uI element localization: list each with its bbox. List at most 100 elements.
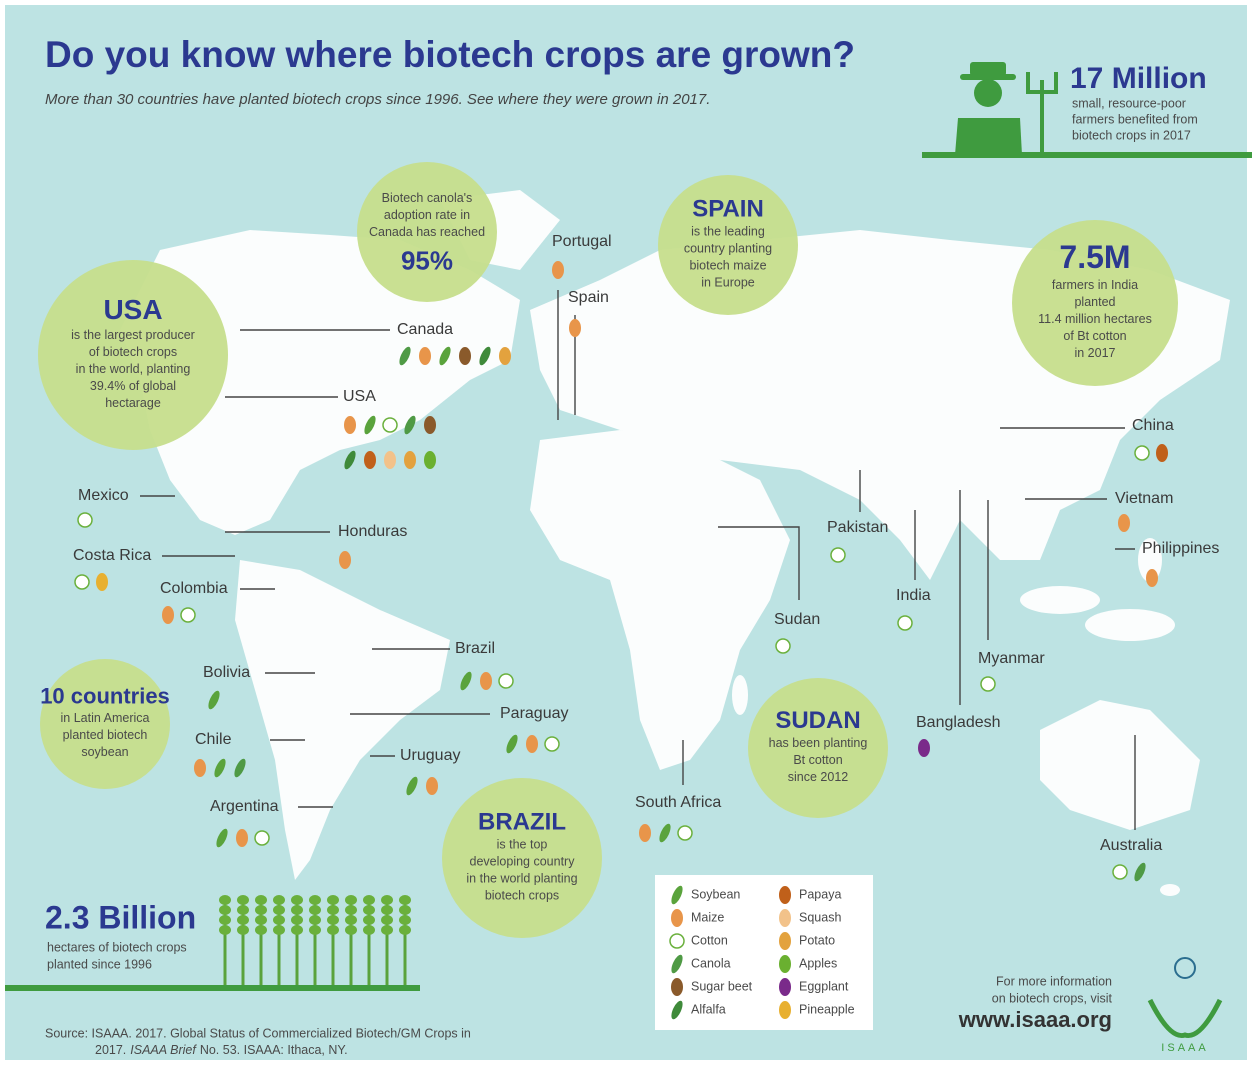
callout-text: of biotech crops xyxy=(89,345,177,359)
crop-icon xyxy=(162,606,174,624)
legend-label: Alfalfa xyxy=(691,1002,726,1016)
crop-icon xyxy=(344,450,356,470)
crop-icon xyxy=(526,735,538,753)
callout-text: 11.4 million hectares xyxy=(1038,312,1152,326)
crop-icon xyxy=(424,451,436,469)
info-text: For more information xyxy=(996,974,1112,988)
wheat-grain xyxy=(381,925,393,935)
country-label: Brazil xyxy=(455,640,495,657)
callout-bubble xyxy=(658,175,798,315)
crop-icon xyxy=(569,319,581,337)
wheat-grain xyxy=(291,905,303,915)
crop-icon xyxy=(364,415,376,435)
wheat-grain xyxy=(219,925,231,935)
callout-text: country planting xyxy=(684,241,772,255)
wheat-grain xyxy=(309,925,321,935)
legend-label: Cotton xyxy=(691,933,728,947)
callout-text: hectarage xyxy=(105,396,161,410)
country-label: Myanmar xyxy=(978,650,1045,667)
crop-icon xyxy=(180,607,196,623)
crop-icon xyxy=(1134,862,1146,882)
callout-bubble xyxy=(1012,220,1178,386)
wheat-grain xyxy=(399,895,411,905)
wheat-grain xyxy=(399,915,411,925)
crop-icon xyxy=(344,416,356,434)
logo-mark xyxy=(1147,957,1223,1039)
callout-bubble xyxy=(357,162,497,302)
legend-label: Eggplant xyxy=(799,979,849,993)
wheat-grain xyxy=(309,895,321,905)
country-label: Bangladesh xyxy=(916,714,1001,731)
country-label: Canada xyxy=(397,321,453,338)
farmer-icon xyxy=(955,62,1058,155)
info-url: www.isaaa.org xyxy=(958,1007,1112,1032)
wheat-grain xyxy=(345,925,357,935)
crop-icon xyxy=(639,824,651,842)
callout-text: in the world, planting xyxy=(76,362,191,376)
crop-icon xyxy=(499,347,511,365)
crop-icon xyxy=(480,672,492,690)
callout-text: in Europe xyxy=(701,275,755,289)
wheat-grain xyxy=(273,915,285,925)
wheat-grain xyxy=(219,905,231,915)
wheat-grain xyxy=(327,915,339,925)
country-label: Portugal xyxy=(552,233,612,250)
divider xyxy=(922,152,1252,158)
crop-icon xyxy=(779,1001,791,1019)
callout-text: biotech crops xyxy=(485,888,559,902)
country-label: Vietnam xyxy=(1115,490,1173,507)
callout-heading: USA xyxy=(103,294,162,325)
crop-icon xyxy=(671,1000,683,1020)
crop-icon xyxy=(671,978,683,996)
stat-text: biotech crops in 2017 xyxy=(1072,128,1191,142)
source-part: ISAAA Brief xyxy=(130,1043,197,1057)
wheat-grain xyxy=(273,895,285,905)
stat-text: hectares of biotech crops xyxy=(47,940,187,954)
country-label: Bolivia xyxy=(203,664,250,681)
callout-heading: BRAZIL xyxy=(478,808,566,835)
legend-label: Papaya xyxy=(799,887,841,901)
wheat-grain xyxy=(237,905,249,915)
crop-icon xyxy=(1146,569,1158,587)
callout-text: in 2017 xyxy=(1074,346,1115,360)
crop-icon xyxy=(479,346,491,366)
crop-icon xyxy=(775,638,791,654)
crop-icon xyxy=(830,547,846,563)
crop-icon xyxy=(74,574,90,590)
wheat-grain xyxy=(381,915,393,925)
wheat-grain xyxy=(237,895,249,905)
country-label: USA xyxy=(343,388,376,405)
legend-label: Pineapple xyxy=(799,1002,855,1016)
callout-text: planted xyxy=(1074,295,1115,309)
crop-icon xyxy=(1112,864,1128,880)
crop-icon xyxy=(399,346,411,366)
callout-text: farmers in India xyxy=(1052,278,1138,292)
title: Do you know where biotech crops are grow… xyxy=(45,34,855,75)
callout-text: soybean xyxy=(81,745,128,759)
callout-text: planted biotech xyxy=(63,728,148,742)
crop-icon xyxy=(659,823,671,843)
source-text: 2017. ISAAA Brief No. 53. ISAAA: Ithaca, N… xyxy=(95,1043,348,1057)
wheat-grain xyxy=(255,905,267,915)
crop-icon xyxy=(552,261,564,279)
crop-icon xyxy=(779,978,791,996)
crop-icon xyxy=(424,416,436,434)
callout-bubble xyxy=(442,778,602,938)
crop-icon xyxy=(426,777,438,795)
country-label: Colombia xyxy=(160,580,228,597)
stat-text: planted since 1996 xyxy=(47,957,152,971)
wheat-field xyxy=(219,895,411,985)
subtitle: More than 30 countries have planted biot… xyxy=(45,91,710,108)
wheat-grain xyxy=(399,925,411,935)
crop-icon xyxy=(419,347,431,365)
wheat-grain xyxy=(291,925,303,935)
callout-text: has been planting xyxy=(769,736,868,750)
callout-heading: 7.5M xyxy=(1059,239,1130,275)
crop-icon xyxy=(779,886,791,904)
country-label: India xyxy=(896,587,931,604)
callout-heading: SUDAN xyxy=(775,707,860,734)
wheat-grain xyxy=(309,905,321,915)
crop-icon xyxy=(404,451,416,469)
crop-icon xyxy=(498,673,514,689)
world-map xyxy=(120,190,1230,896)
